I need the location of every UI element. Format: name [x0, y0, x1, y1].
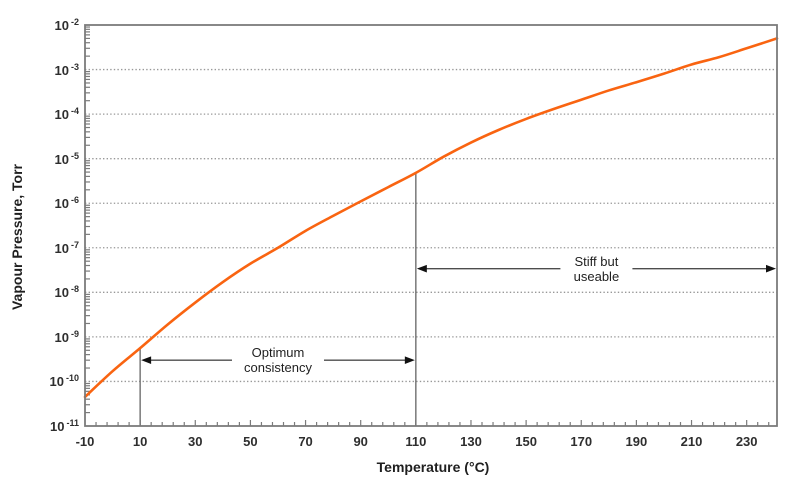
x-tick-label-210: 210 — [680, 434, 703, 449]
annotation-optimum-consistency: Optimum consistency — [244, 345, 312, 375]
y-tick-label-1e-9: 10 -9 — [54, 328, 79, 346]
x-tick-label-110: 110 — [405, 434, 427, 449]
x-tick-label-130: 130 — [460, 434, 482, 449]
arrowhead-left-icon — [416, 264, 427, 273]
x-tick-label-90: 90 — [353, 434, 368, 449]
annotation-optimum-line1: Optimum — [251, 345, 305, 361]
x-tick-label-70: 70 — [298, 434, 313, 449]
y-tick-label-1e-11: 10 -11 — [50, 417, 79, 435]
y-tick-label-1e-2: 10 -2 — [54, 16, 79, 34]
x-tick-label--10: -10 — [75, 434, 95, 449]
x-tick-label-10: 10 — [132, 434, 148, 449]
annotation-stiff-line2: useable — [573, 268, 620, 284]
y-tick-label-1e-7: 10 -7 — [54, 239, 79, 256]
y-tick-label-1e-6: 10 -6 — [54, 195, 79, 212]
y-tick-label-1e-4: 10 -4 — [54, 105, 79, 123]
vapour-pressure-curve — [83, 37, 779, 399]
x-tick-label-50: 50 — [243, 434, 258, 449]
x-tick-label-190: 190 — [625, 434, 648, 449]
x-tick-label-30: 30 — [188, 434, 203, 449]
y-tick-label-1e-5: 10 -5 — [54, 150, 79, 167]
x-tick-label-170: 170 — [570, 434, 593, 449]
annotation-stiff-line1: Stiff but — [574, 253, 619, 269]
annotation-stiff-but-useable: Stiff but useable — [574, 254, 620, 284]
annotation-optimum-line2: consistency — [244, 360, 312, 376]
y-tick-label-1e-3: 10 -3 — [54, 61, 79, 78]
x-tick-label-230: 230 — [735, 434, 758, 449]
x-tick-label-150: 150 — [515, 434, 537, 449]
x-axis-title: Temperature (°C) — [376, 459, 490, 475]
arrowhead-left-icon — [141, 356, 152, 364]
y-tick-label-1e-8: 10 -8 — [54, 284, 79, 301]
arrowhead-right-icon — [404, 356, 415, 364]
y-tick-label-1e-10: 10 -10 — [49, 373, 79, 390]
y-axis-title: Vapour Pressure, Torr — [9, 163, 25, 311]
plot-border — [84, 24, 778, 427]
arrowhead-right-icon — [766, 264, 776, 273]
